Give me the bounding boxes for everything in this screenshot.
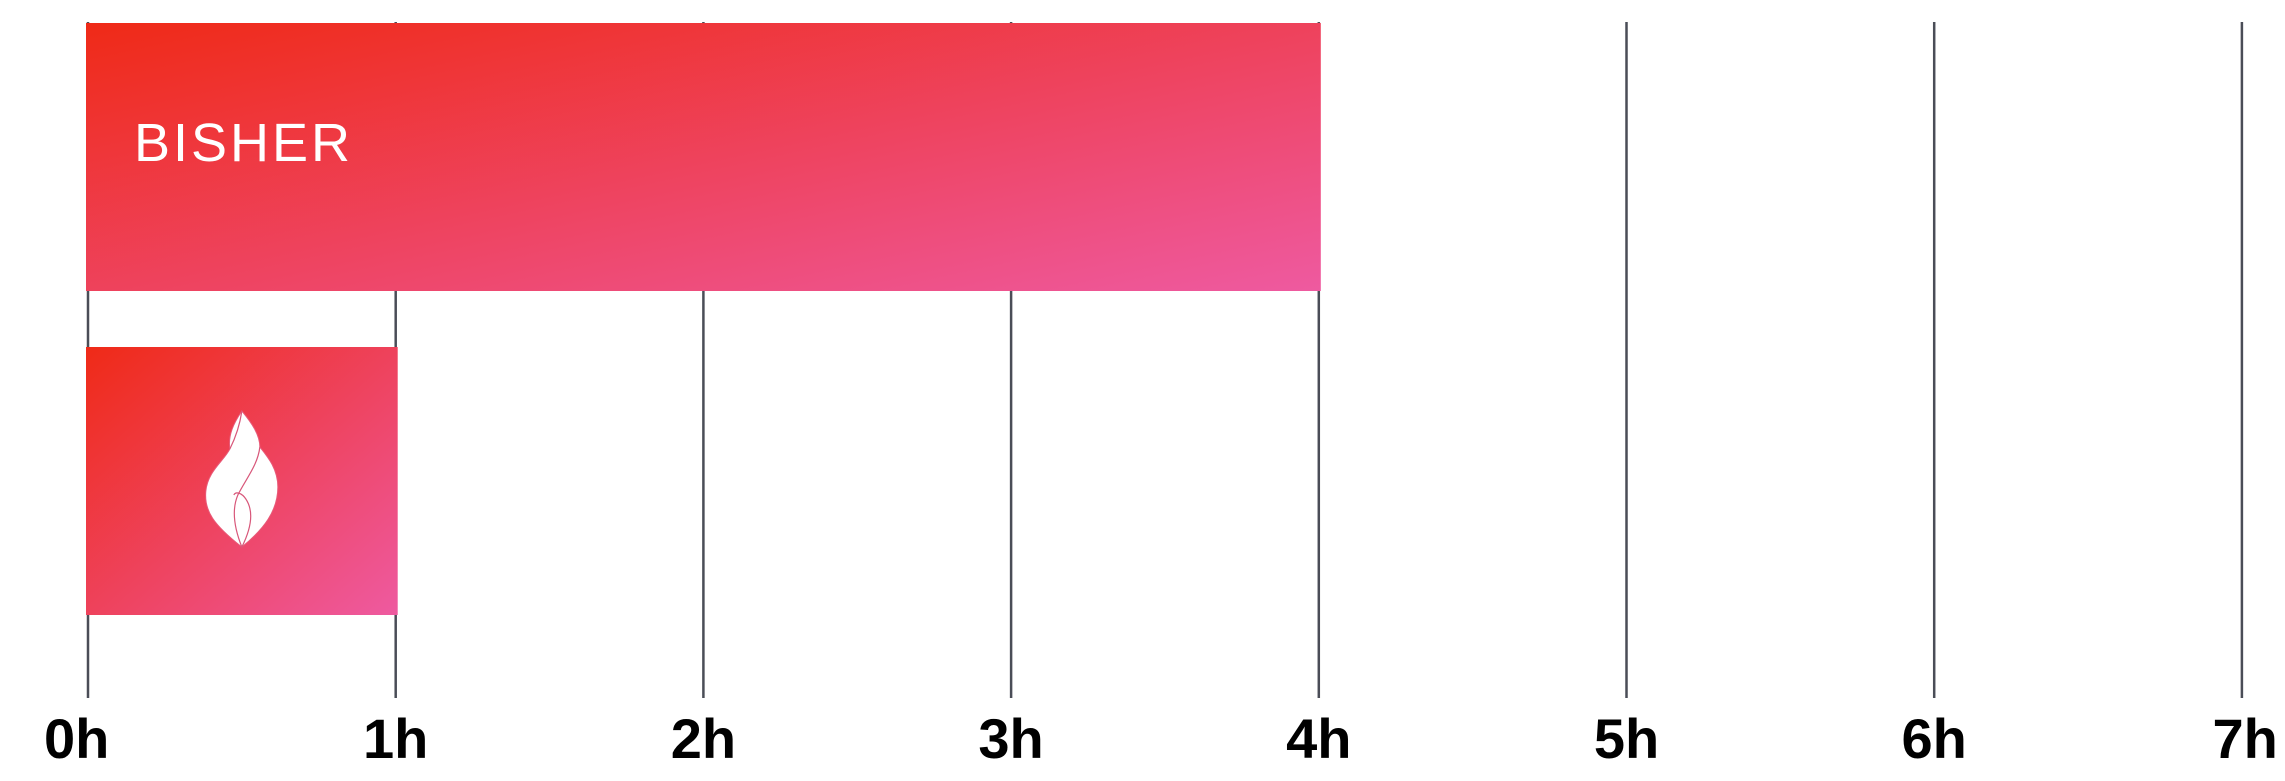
- x-axis-tick-labels: 0h 1h 2h 3h 4h 5h 6h 7h: [44, 707, 2278, 770]
- bar-label-1: BISHER: [134, 113, 353, 173]
- bars: BISHER: [86, 23, 1321, 615]
- flame-inner-folds: [229, 410, 261, 549]
- tick-label-5h: 5h: [1594, 707, 1659, 770]
- tick-label-4h: 4h: [1286, 707, 1351, 770]
- tick-label-3h: 3h: [978, 707, 1043, 770]
- bar-2: [86, 347, 398, 615]
- tick-label-6h: 6h: [1902, 707, 1967, 770]
- tick-label-0h: 0h: [44, 707, 109, 770]
- flame-icon: [205, 410, 279, 549]
- bar-rect-1: [86, 23, 1321, 291]
- tick-label-1h: 1h: [363, 707, 428, 770]
- tick-label-7h: 7h: [2213, 707, 2278, 770]
- bar-1: BISHER: [86, 23, 1321, 291]
- tick-label-2h: 2h: [671, 707, 736, 770]
